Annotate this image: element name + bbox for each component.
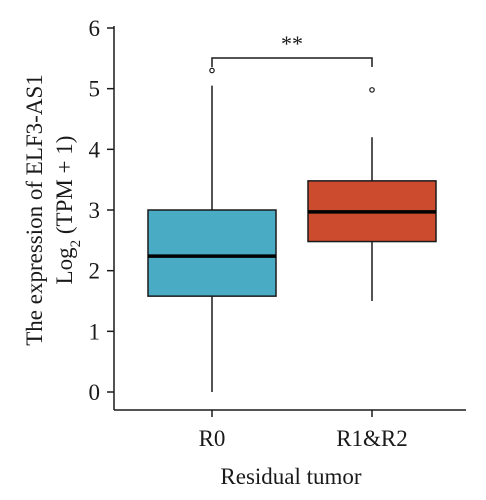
y-axis-title-line2: Log2 (TPM + 1): [52, 136, 84, 285]
y-tick-label: 1: [89, 319, 101, 344]
y-tick-label: 4: [89, 137, 101, 162]
box-iqr: [147, 209, 277, 297]
y-axis-title-subscript: 2: [68, 240, 84, 248]
x-tick-label: R0: [199, 426, 226, 451]
significance-label: **: [281, 31, 303, 56]
y-axis: 0 1 2 3 4 5 6: [89, 16, 115, 410]
boxes: [147, 67, 437, 392]
y-tick-label: 0: [89, 380, 101, 405]
significance-bracket: **: [211, 31, 373, 67]
box-r1-r2: [307, 87, 437, 301]
outlier-point: [209, 67, 215, 74]
x-axis-title: Residual tumor: [220, 464, 362, 489]
box-r0: [147, 67, 277, 392]
x-tick-label: R1&R2: [336, 426, 408, 451]
y-tick-label: 3: [89, 198, 101, 223]
y-axis-title-line1: The expression of ELF3-AS1: [22, 74, 47, 346]
y-tick-label: 6: [89, 16, 101, 41]
y-tick-label: 5: [89, 77, 101, 102]
y-tick-label: 2: [89, 259, 101, 284]
y-axis-title-unit: (TPM + 1): [52, 136, 77, 240]
x-axis: R0 R1&R2: [114, 409, 466, 451]
y-axis-title-log: Log: [52, 247, 77, 285]
outlier-point: [369, 87, 375, 93]
bracket-line: [211, 57, 373, 67]
